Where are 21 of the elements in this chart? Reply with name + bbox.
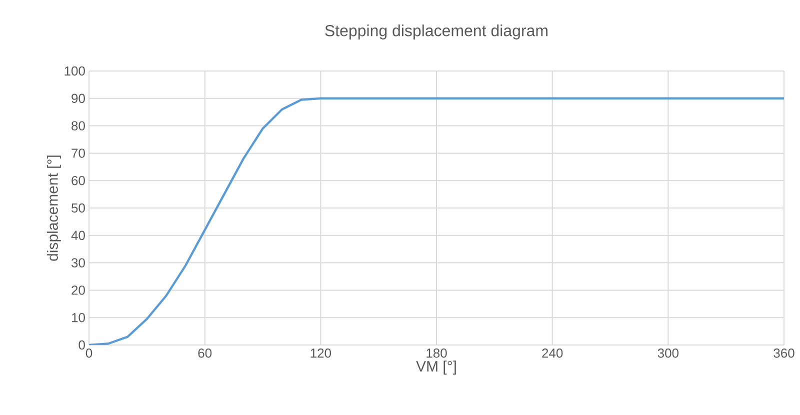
x-tick-label: 120 xyxy=(310,348,332,358)
x-tick-label: 60 xyxy=(198,348,212,358)
y-axis-title: displacement [°] xyxy=(46,156,61,261)
x-tick-label: 0 xyxy=(86,348,92,358)
y-tick-label: 40 xyxy=(71,230,85,240)
x-tick-label: 180 xyxy=(426,348,447,358)
y-tick-label: 20 xyxy=(72,286,85,295)
y-tick-label: 50 xyxy=(72,203,85,213)
y-tick-label: 90 xyxy=(72,94,85,103)
x-tick-label: 300 xyxy=(658,348,679,358)
y-tick-label: 30 xyxy=(72,258,85,268)
y-tick-label: 70 xyxy=(72,148,85,158)
y-tick-label: 80 xyxy=(72,121,85,130)
y-tick-label: 60 xyxy=(72,176,85,186)
y-tick-label: 0 xyxy=(78,340,85,350)
y-tick-label: 10 xyxy=(72,312,85,322)
chart-title: Stepping displacement diagram xyxy=(325,24,548,40)
y-tick-label: 100 xyxy=(64,66,85,76)
x-tick-label: 360 xyxy=(774,348,794,358)
x-axis-title: VM [°] xyxy=(416,360,456,375)
x-tick-label: 240 xyxy=(542,348,563,358)
